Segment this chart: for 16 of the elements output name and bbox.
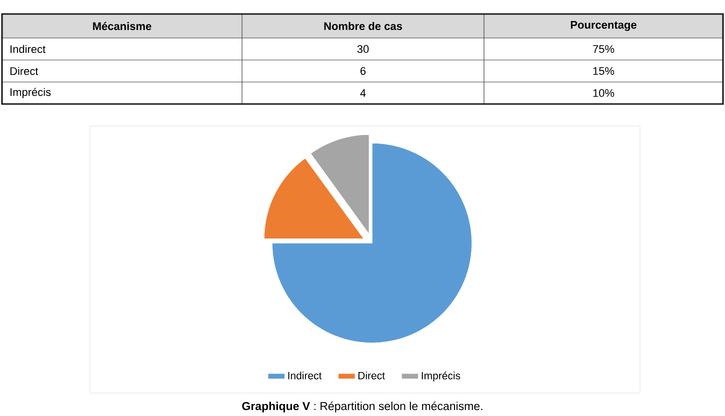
category-label: Indirect: [10, 44, 46, 54]
text: Mécanisme: [93, 22, 152, 30]
text: 10%: [593, 89, 614, 97]
text: 15%: [593, 67, 614, 75]
text: 6: [360, 67, 366, 75]
category-label: Direct: [10, 66, 38, 76]
text: 30: [357, 45, 369, 53]
category-label: Imprécis: [10, 88, 51, 98]
text: Pourcentage: [570, 21, 636, 31]
text: 4: [360, 89, 366, 97]
text: Graphique V : Répartition selon le mécanisme.: [242, 402, 482, 412]
legend-label: Imprécis: [422, 372, 460, 382]
legend-label: Indirect: [288, 372, 322, 380]
text: Nombre de cas: [324, 22, 402, 30]
text: 75%: [593, 45, 614, 53]
legend-label: Direct: [358, 372, 385, 380]
